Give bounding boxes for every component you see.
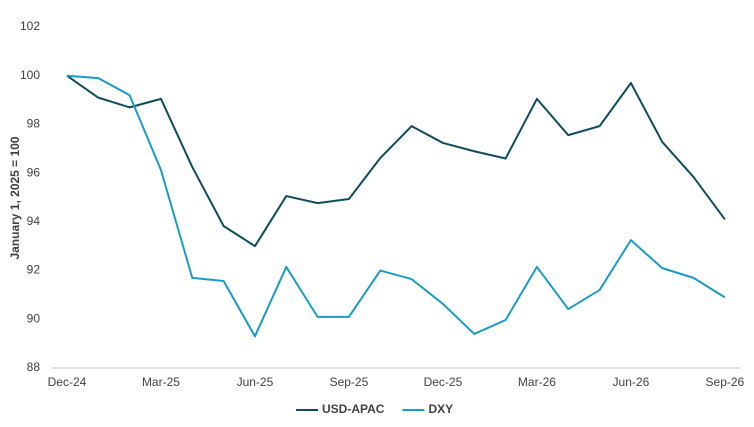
x-tick-label: Sep-25 xyxy=(330,375,369,389)
line-series xyxy=(66,74,726,338)
y-tick-label: 90 xyxy=(27,311,41,325)
y-tick-label: 96 xyxy=(27,165,41,179)
x-tick-label: Mar-25 xyxy=(142,375,180,389)
x-tick-label: Jun-25 xyxy=(237,375,274,389)
y-tick-label: 92 xyxy=(27,263,41,277)
x-tick-label: Mar-26 xyxy=(518,375,556,389)
x-tick-label: Dec-25 xyxy=(424,375,463,389)
y-tick-label: 98 xyxy=(27,117,41,131)
legend-label: USD-APAC xyxy=(322,402,385,416)
x-tick-label: Sep-26 xyxy=(706,375,745,389)
x-tick-label: Dec-24 xyxy=(48,375,87,389)
y-axis-title: January 1, 2025 = 100 xyxy=(8,136,22,259)
line-series xyxy=(66,74,726,248)
y-tick-label: 100 xyxy=(20,68,40,82)
x-tick-label: Jun-26 xyxy=(613,375,650,389)
y-tick-label: 102 xyxy=(20,19,40,33)
legend-label: DXY xyxy=(428,402,453,416)
y-tick-label: 94 xyxy=(27,214,41,228)
y-tick-label: 88 xyxy=(27,360,41,374)
